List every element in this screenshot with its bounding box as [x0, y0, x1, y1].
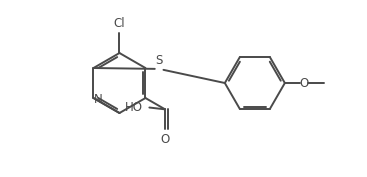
Text: Cl: Cl — [114, 17, 125, 30]
Text: O: O — [299, 76, 309, 90]
Text: O: O — [160, 133, 170, 146]
Text: HO: HO — [125, 101, 143, 114]
Text: S: S — [156, 54, 163, 67]
Text: N: N — [94, 93, 103, 106]
